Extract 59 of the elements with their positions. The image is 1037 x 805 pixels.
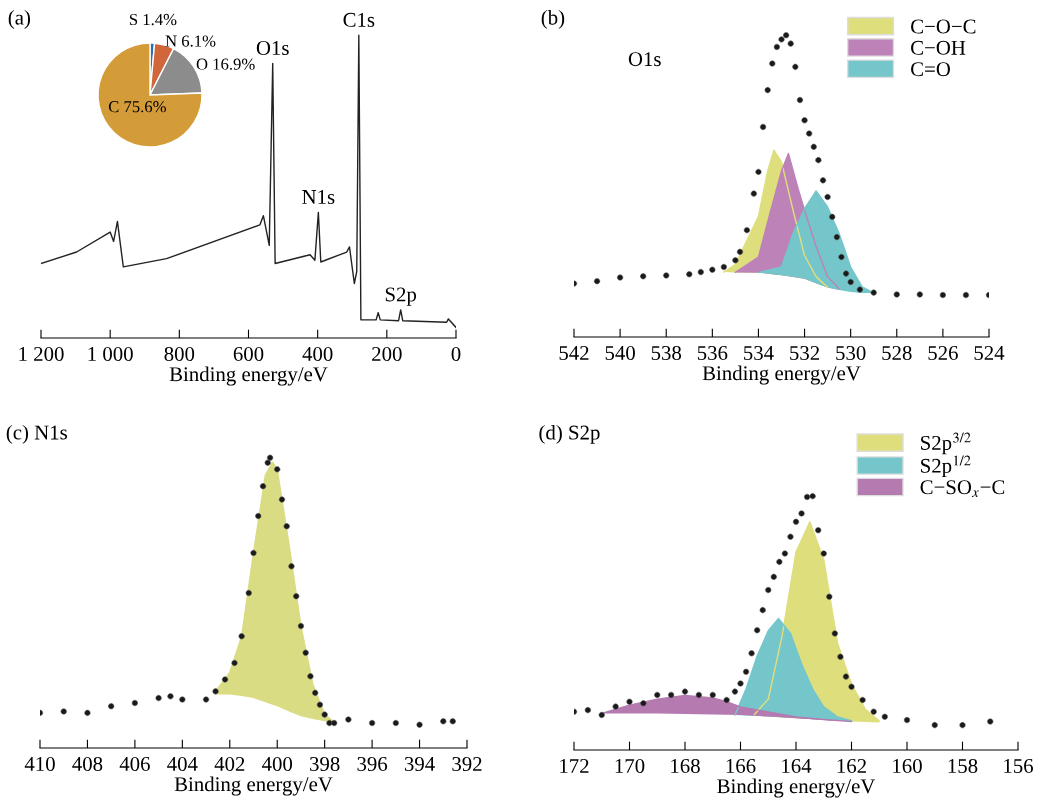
x-tick-label: 396 [357, 756, 388, 771]
x-tick-label: 538 [651, 345, 682, 360]
x-axis-title: Binding energy/eV [702, 365, 861, 385]
x-axis-title: Binding energy/eV [169, 366, 328, 386]
legend-label: C−SO$_{x}$−C [920, 480, 1005, 497]
x-tick-label: 160 [893, 758, 922, 773]
chart-title: (d) S2p [539, 424, 600, 444]
annotation: O1s [256, 41, 289, 56]
annotation: S2p [385, 287, 417, 306]
x-tick-label: 526 [928, 345, 958, 360]
x-tick-label: 1 200 [19, 346, 64, 361]
chart-title: (b) [541, 9, 565, 29]
x-tick-label: 156 [1004, 758, 1033, 773]
annotation: O1s [628, 52, 661, 67]
x-tick-label: 528 [882, 345, 912, 360]
legend-label: C=O [911, 62, 950, 77]
x-tick-label: 168 [671, 758, 700, 773]
x-tick-label: 530 [836, 345, 866, 360]
x-tick-label: 410 [24, 756, 55, 771]
x-tick-label: 524 [974, 345, 1005, 360]
x-tick-label: 800 [164, 346, 195, 361]
chart-title: (a) [8, 10, 31, 29]
x-tick-label: 400 [262, 756, 293, 771]
x-tick-label: 406 [119, 756, 150, 771]
x-tick-label: 0 [451, 346, 461, 361]
x-tick-label: 532 [790, 345, 820, 360]
annotation: N1s [302, 190, 335, 204]
legend-label: S2p$^{3/2}$ [921, 432, 971, 455]
x-tick-label: 1 000 [88, 346, 133, 361]
legend-label: S2p$^{1/2}$ [921, 455, 971, 478]
annotation: C1s [343, 12, 375, 27]
x-tick-label: 540 [605, 345, 635, 360]
slice-label: C 75.6% [108, 101, 166, 113]
x-tick-label: 600 [233, 346, 264, 361]
x-tick-label: 534 [744, 345, 774, 360]
slice-label: S 1.4% [129, 13, 177, 26]
chart-title: (c) N1s [6, 424, 67, 444]
x-tick-label: 172 [560, 758, 589, 773]
legend-label: C−O−C [911, 19, 976, 34]
x-tick-label: 166 [726, 758, 756, 773]
x-tick-label: 542 [559, 345, 589, 360]
x-tick-label: 400 [302, 346, 333, 361]
x-axis-title: Binding energy/eV [717, 778, 876, 798]
x-tick-label: 162 [837, 758, 866, 773]
x-tick-label: 394 [404, 756, 435, 771]
slice-label: N 6.1% [165, 35, 216, 47]
x-tick-label: 408 [72, 756, 103, 771]
x-tick-label: 402 [214, 756, 245, 771]
x-tick-label: 392 [452, 756, 482, 771]
x-tick-label: 398 [310, 756, 340, 771]
slice-label: O 16.9% [196, 58, 255, 70]
x-tick-label: 164 [782, 758, 812, 773]
x-tick-label: 158 [948, 758, 978, 773]
x-tick-label: 200 [372, 346, 402, 361]
x-tick-label: 404 [167, 756, 198, 771]
x-tick-label: 536 [697, 345, 728, 360]
x-axis-title: Binding energy/eV [174, 776, 333, 796]
legend-label: C−OH [911, 40, 966, 55]
x-tick-label: 170 [615, 758, 645, 773]
